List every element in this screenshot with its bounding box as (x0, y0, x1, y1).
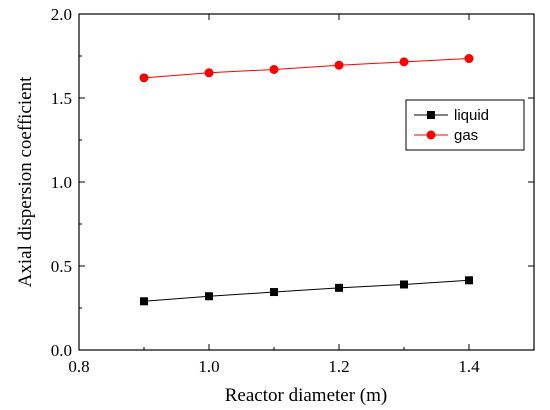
y-tick-label-4: 2.0 (51, 5, 72, 24)
point-liquid-1 (205, 292, 213, 301)
point-gas-2 (269, 64, 279, 74)
point-gas-4 (399, 57, 409, 67)
point-gas-0 (139, 73, 149, 83)
legend-label-gas: gas (454, 127, 478, 144)
y-tick-label-2: 1.0 (51, 173, 72, 192)
point-liquid-3 (335, 283, 343, 292)
y-axis: 0.0 0.5 1.0 1.5 2.0 (51, 5, 534, 360)
x-axis-title: Reactor diameter (m) (225, 385, 387, 406)
series-line-liquid (143, 279, 470, 302)
y-axis-title: Axial dispersion coefficient (15, 76, 36, 287)
y-tick-label-1: 0.5 (51, 257, 72, 276)
point-gas-3 (334, 60, 344, 70)
legend-label-liquid: liquid (454, 107, 489, 124)
x-tick-label-3: 1.4 (458, 357, 480, 376)
y-tick-label-3: 1.5 (51, 89, 72, 108)
legend: liquid gas (405, 99, 525, 151)
x-axis: 0.8 1.0 1.2 1.4 (68, 14, 480, 376)
y-tick-label-0: 0.0 (51, 341, 72, 360)
point-liquid-2 (270, 288, 278, 297)
legend-marker-liquid (427, 111, 435, 119)
x-tick-label-1: 1.0 (198, 357, 219, 376)
x-tick-label-0: 0.8 (68, 357, 89, 376)
legend-box (405, 99, 525, 151)
point-gas-1 (204, 68, 214, 78)
x-tick-label-2: 1.2 (328, 357, 349, 376)
point-liquid-0 (140, 297, 148, 306)
point-liquid-5 (465, 276, 473, 285)
series-layer (139, 54, 474, 306)
legend-marker-gas (426, 130, 436, 140)
point-liquid-4 (400, 280, 408, 289)
series-line-gas (143, 58, 470, 79)
point-gas-5 (464, 54, 474, 64)
